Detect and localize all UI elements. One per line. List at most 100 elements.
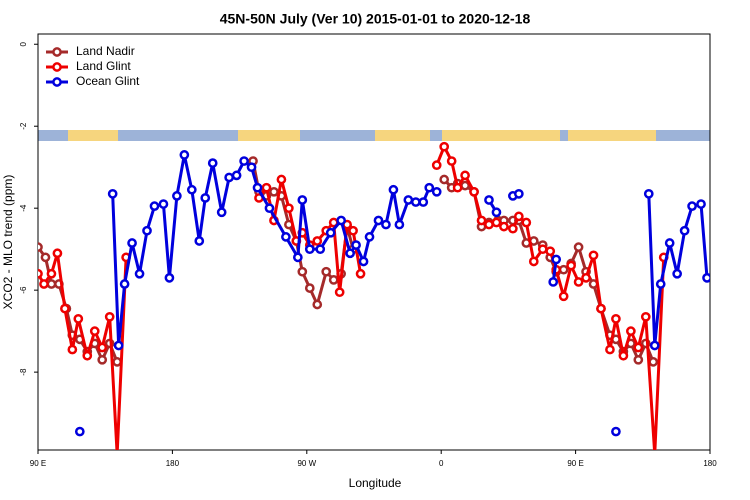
data-point <box>611 313 621 324</box>
data-point <box>284 203 294 214</box>
data-point <box>261 182 272 193</box>
data-point <box>484 219 494 230</box>
data-point <box>73 313 84 324</box>
y-tick-label: -6 <box>19 286 28 294</box>
x-tick-label: 90 E <box>30 459 46 468</box>
data-point <box>38 242 43 252</box>
data-point <box>46 279 57 289</box>
data-point <box>581 273 591 283</box>
data-point <box>514 188 524 199</box>
data-point <box>38 268 43 279</box>
data-point <box>476 215 487 226</box>
data-point <box>186 184 197 195</box>
data-point <box>345 248 355 259</box>
data-point <box>588 250 599 261</box>
data-point <box>611 426 621 437</box>
data-point <box>558 264 569 275</box>
data-point <box>460 170 470 181</box>
data-point <box>643 188 654 199</box>
data-point <box>40 252 51 263</box>
data-point <box>640 311 651 322</box>
y-tick-label: -2 <box>19 122 28 130</box>
series-line <box>111 153 438 347</box>
data-point <box>89 326 100 336</box>
data-point <box>649 340 660 351</box>
x-tick-label: 90 W <box>297 459 316 468</box>
data-point <box>315 244 326 255</box>
data-point <box>499 221 509 232</box>
data-point <box>664 238 675 248</box>
data-point <box>276 174 287 185</box>
data-point <box>388 184 399 195</box>
data-point <box>134 268 145 279</box>
data-point <box>334 287 345 298</box>
data-point <box>469 186 479 197</box>
data-point <box>514 211 524 222</box>
data-point <box>164 273 175 283</box>
data-point <box>216 207 227 218</box>
data-point <box>127 238 137 248</box>
data-point <box>74 426 85 437</box>
data-point <box>618 350 629 361</box>
data-point <box>269 186 279 197</box>
data-point <box>439 141 450 152</box>
y-tick-label: -4 <box>19 204 28 212</box>
data-point <box>566 260 576 271</box>
data-point <box>403 195 414 205</box>
data-point <box>537 244 548 255</box>
data-point <box>224 172 234 183</box>
data-point <box>52 248 63 259</box>
data-point <box>142 225 152 236</box>
data-point <box>194 236 205 246</box>
data-point <box>348 225 358 236</box>
data-point <box>521 217 532 228</box>
data-point <box>231 170 242 181</box>
data-point <box>351 240 361 250</box>
data-point <box>424 182 435 193</box>
data-point <box>508 223 518 234</box>
data-point <box>281 232 291 242</box>
data-point <box>39 279 49 289</box>
data-point <box>573 242 584 252</box>
data-point <box>179 150 190 160</box>
data-point <box>321 266 332 277</box>
data-point <box>104 311 115 322</box>
data-point <box>545 246 556 257</box>
data-point <box>548 277 559 287</box>
data-point <box>292 252 303 263</box>
data-point <box>97 342 108 353</box>
data-point <box>394 219 405 230</box>
data-point <box>381 219 391 230</box>
data-point <box>264 203 275 214</box>
data-point <box>60 303 70 314</box>
data-point <box>252 182 263 193</box>
data-point <box>172 191 182 201</box>
data-point <box>312 299 323 310</box>
data-point <box>452 182 463 193</box>
data-point <box>304 283 315 293</box>
data-point <box>702 273 710 283</box>
data-point <box>246 162 257 173</box>
data-point <box>97 354 108 365</box>
x-tick-label: 180 <box>703 459 717 468</box>
series-line <box>443 178 655 363</box>
x-tick-label: 90 E <box>567 459 583 468</box>
data-point <box>648 357 659 367</box>
data-point <box>672 268 682 279</box>
data-point <box>626 326 636 336</box>
chart-title: 45N-50N July (Ver 10) 2015-01-01 to 2020… <box>220 11 531 27</box>
data-point <box>439 174 450 185</box>
data-point <box>528 256 539 267</box>
data-point <box>446 156 457 166</box>
data-point <box>633 354 644 365</box>
data-point <box>687 201 697 211</box>
x-tick-label: 180 <box>166 459 180 468</box>
data-point <box>484 195 494 205</box>
data-point <box>364 232 375 242</box>
data-point <box>200 193 211 203</box>
data-point <box>107 188 118 199</box>
data-point <box>149 201 160 211</box>
data-point <box>297 195 308 205</box>
x-axis-label: Longitude <box>349 476 402 490</box>
